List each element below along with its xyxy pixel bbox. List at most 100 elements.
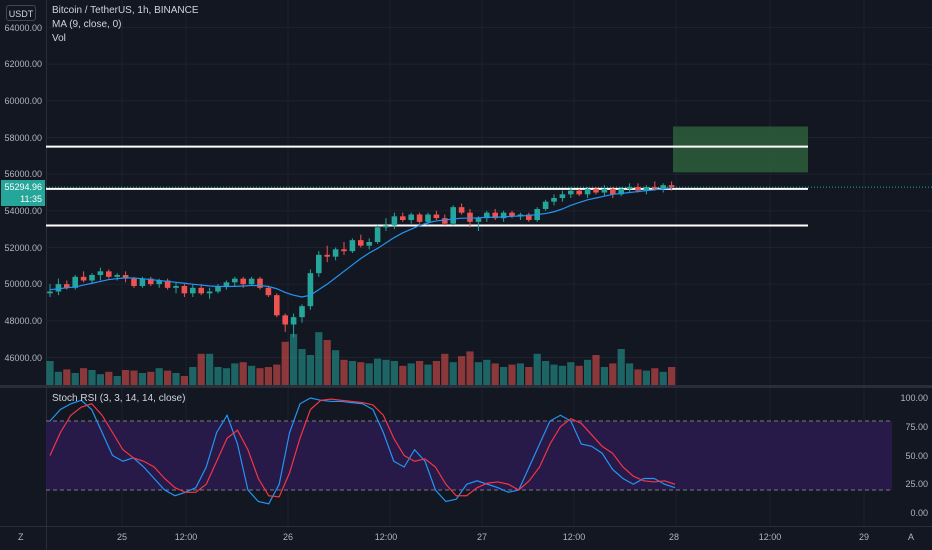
price-tick-label: 48000.00 bbox=[4, 315, 42, 326]
volume-bar bbox=[206, 353, 214, 385]
time-tick-label: 12:00 bbox=[374, 532, 398, 542]
candle-body bbox=[618, 188, 624, 195]
volume-bar bbox=[399, 365, 407, 385]
volume-bar bbox=[231, 363, 239, 385]
volume-bar bbox=[642, 370, 650, 385]
time-tick-label: 12:00 bbox=[562, 532, 586, 542]
price-tick-label: 50000.00 bbox=[4, 279, 42, 290]
candle-body bbox=[652, 187, 658, 189]
price-chart[interactable] bbox=[46, 0, 932, 385]
volume-bar bbox=[138, 373, 146, 385]
candle-body bbox=[89, 275, 95, 281]
volume-bar bbox=[323, 340, 331, 385]
candle-body bbox=[358, 240, 364, 246]
candle-body bbox=[458, 207, 465, 213]
auto-scale-button[interactable]: A bbox=[908, 532, 915, 542]
candle-body bbox=[584, 188, 591, 195]
volume-bar bbox=[483, 359, 491, 385]
candle-body bbox=[274, 295, 280, 316]
pane-separator[interactable] bbox=[0, 385, 932, 388]
price-tick-label: 52000.00 bbox=[4, 242, 42, 253]
candle-body bbox=[232, 278, 238, 283]
price-axis[interactable]: 64000.00 62000.00 60000.00 58000.00 56000.00… bbox=[0, 0, 46, 385]
candle-body bbox=[265, 287, 272, 296]
volume-bar bbox=[365, 363, 373, 385]
volume-bar bbox=[306, 355, 314, 385]
volume-bar bbox=[668, 367, 676, 385]
candle-body bbox=[500, 212, 507, 219]
volume-bar bbox=[634, 369, 642, 385]
volume-bar bbox=[626, 363, 634, 385]
candle-body bbox=[139, 278, 146, 286]
candle-body bbox=[316, 254, 322, 274]
candle-body bbox=[206, 291, 213, 294]
rsi-tick-label: 75.00 bbox=[905, 421, 928, 432]
volume-bar bbox=[113, 376, 121, 385]
symbol-title[interactable]: Bitcoin / TetherUS, 1h, BINANCE bbox=[52, 5, 199, 16]
stoch-rsi-scale[interactable]: 100.00 75.00 50.00 25.00 0.00 bbox=[892, 388, 932, 526]
volume-bar bbox=[222, 368, 230, 385]
volume-bar bbox=[155, 368, 163, 385]
time-tick-label: 25 bbox=[116, 532, 128, 542]
volume-bar bbox=[239, 362, 247, 385]
candle-body bbox=[64, 284, 70, 288]
candle-body bbox=[467, 212, 473, 222]
stoch-k-line bbox=[49, 397, 676, 505]
candle-body bbox=[181, 286, 188, 294]
candle-body bbox=[509, 212, 515, 217]
candle-body bbox=[408, 214, 414, 220]
volume-bar bbox=[584, 359, 592, 385]
candle-body bbox=[47, 291, 53, 294]
volume-bar bbox=[46, 361, 54, 385]
candle-body bbox=[416, 214, 423, 222]
candle-body bbox=[324, 254, 330, 257]
candle-body bbox=[442, 218, 448, 224]
zoom-reset-button[interactable]: Z bbox=[18, 532, 24, 542]
target-zone-box bbox=[673, 126, 808, 173]
candle-body bbox=[601, 188, 608, 193]
volume-bar bbox=[550, 364, 558, 385]
chart-legend: Bitcoin / TetherUS, 1h, BINANCE MA (9, c… bbox=[52, 4, 199, 46]
candle-body bbox=[391, 216, 398, 226]
volume-bar bbox=[348, 361, 356, 385]
ma-indicator-label[interactable]: MA (9, close, 0) bbox=[52, 19, 122, 30]
price-tick-label: 58000.00 bbox=[4, 132, 42, 143]
volume-bar bbox=[180, 376, 188, 385]
candle-body bbox=[551, 198, 557, 202]
candle-body bbox=[559, 194, 566, 198]
currency-button[interactable]: USDT bbox=[6, 5, 36, 21]
volume-bar bbox=[533, 353, 541, 385]
candle-body bbox=[307, 273, 314, 307]
candle-body bbox=[576, 190, 582, 195]
candle-body bbox=[80, 276, 87, 281]
price-axis-panel: USDT 64000.00 62000.00 60000.00 58000.00 560… bbox=[0, 0, 47, 550]
volume-bar bbox=[516, 363, 524, 385]
volume-bar bbox=[432, 361, 440, 385]
volume-bar bbox=[54, 371, 62, 385]
candle-body bbox=[349, 240, 356, 252]
stoch-rsi-label[interactable]: Stoch RSI (3, 3, 14, 14, close) bbox=[52, 393, 186, 404]
rsi-tick-label: 0.00 bbox=[910, 508, 928, 518]
candle-body bbox=[131, 278, 137, 286]
stoch-rsi-band bbox=[46, 421, 892, 490]
volume-bar bbox=[617, 349, 625, 385]
volume-bar bbox=[651, 368, 659, 385]
candle-body bbox=[148, 278, 154, 285]
candle-body bbox=[299, 306, 305, 318]
ma-line bbox=[49, 187, 672, 298]
candle-body bbox=[366, 242, 372, 246]
volume-bar bbox=[164, 370, 172, 385]
candle-body bbox=[106, 271, 112, 277]
volume-indicator-label[interactable]: Vol bbox=[52, 33, 66, 44]
time-axis[interactable]: Z A 25 12:00 26 12:00 27 12:00 28 12:00 29 bbox=[0, 526, 932, 550]
candle-body bbox=[660, 185, 666, 189]
candle-body bbox=[156, 280, 162, 285]
candle-body bbox=[433, 214, 440, 219]
volume-bar bbox=[416, 361, 424, 385]
volume-bar bbox=[340, 359, 348, 385]
volume-bar bbox=[609, 363, 617, 385]
current-price-label: 55294.96 11:35 bbox=[1, 180, 45, 206]
volume-bar bbox=[96, 374, 104, 385]
volume-bar bbox=[214, 367, 222, 385]
stoch-rsi-chart[interactable] bbox=[46, 388, 932, 526]
